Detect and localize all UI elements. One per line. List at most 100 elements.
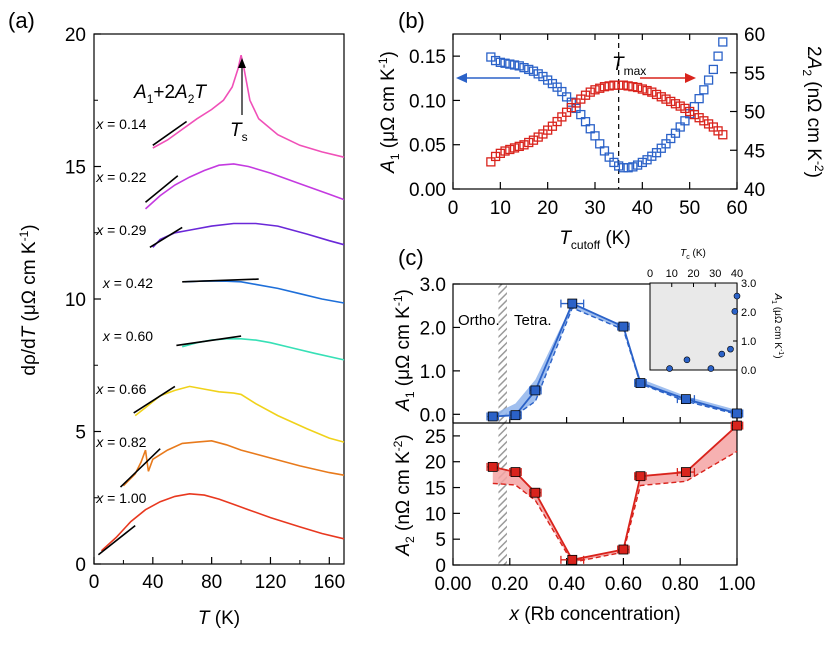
marker-A1 (528, 66, 539, 76)
marker-2A2 (519, 140, 529, 150)
panel-b-ytick-left-label: 0.05 (409, 136, 446, 157)
marker-A1 (509, 60, 520, 70)
marker-A1 (599, 146, 610, 156)
marker-A1 (580, 117, 591, 127)
marker-A1 (557, 86, 567, 97)
marker-2A2 (500, 146, 510, 156)
marker-A1 (614, 161, 624, 171)
panel-a-ticks: 0 40 80 120 160 0 5 10 15 20 (65, 25, 345, 593)
marker-2A2 (524, 137, 534, 148)
marker-2A2 (666, 96, 676, 107)
inset-xtick-label: 0 (647, 268, 653, 280)
panel-a-ts-arrowhead (238, 58, 246, 68)
inset-marker (727, 345, 734, 353)
marker-A1 (708, 64, 718, 75)
a2-marker (680, 467, 691, 477)
a1-marker (618, 321, 629, 332)
marker-A1 (637, 157, 647, 168)
a2-dashed-line (492, 450, 738, 564)
a2-marker (635, 471, 646, 482)
panel-b-ytick-left-label: 0.00 (409, 180, 446, 201)
marker-A1 (514, 61, 524, 71)
curve-1.00 (100, 492, 345, 552)
marker-A1 (490, 55, 501, 66)
inset-ytick-label: 2.0 (741, 307, 756, 319)
a2-marker (618, 544, 629, 555)
panel-c-xtick-label: 0.00 (435, 574, 472, 595)
marker-2A2 (661, 94, 671, 104)
marker-2A2 (614, 80, 624, 90)
inset-marker (733, 292, 741, 300)
panel-b: (b) 0 10 20 30 40 50 60 0.00 0.05 0.10 0.15 40 45 50 5… (376, 8, 826, 252)
marker-A1 (585, 124, 595, 134)
panel-c-xtick-label: 1.00 (719, 574, 756, 595)
marker-A1 (500, 58, 510, 68)
curve-0.42 (185, 280, 345, 304)
panel-a-ytick-label: 20 (65, 25, 86, 46)
panel-a-ytick-label: 10 (65, 290, 86, 311)
panel-c-bottom-ytick-label: 25 (425, 427, 446, 448)
panel-b-xtick-label: 20 (537, 198, 558, 219)
curve-0.22 (144, 163, 345, 210)
inset-marker (666, 365, 673, 372)
series-label: x = 0.82 (95, 434, 146, 450)
marker-A1 (694, 94, 704, 104)
a2-marker (487, 461, 498, 472)
marker-2A2 (528, 135, 539, 145)
fit-line (133, 385, 176, 414)
marker-2A2 (656, 92, 666, 102)
panel-b-xtick-label: 60 (726, 198, 747, 219)
marker-A1 (524, 64, 534, 75)
inset-chart: 0 10 20 30 40 0.0 1.0 2.0 3.0 Tc (K) A1 (μΩ cm K… (647, 248, 784, 377)
marker-2A2 (505, 144, 515, 155)
marker-2A2 (694, 113, 704, 123)
series-label: x = 0.66 (95, 381, 146, 397)
marker-2A2 (718, 130, 728, 140)
inset-frame (649, 282, 738, 371)
right-axis-arrowhead (685, 73, 696, 83)
inset-marker (731, 308, 739, 315)
a2-marker (510, 467, 521, 477)
a1-marker (510, 410, 521, 421)
panel-c-xlabel: x (Rb concentration) (508, 604, 680, 625)
curve-0.60 (181, 338, 345, 361)
marker-A1 (661, 139, 671, 149)
fit-line (152, 120, 188, 146)
panel-a-frame (93, 33, 345, 565)
panel-c-top-ytick-label: 2.0 (420, 318, 446, 339)
panel-c-top-ytick-label: 1.0 (420, 362, 446, 383)
inset-xtick-label: 40 (731, 268, 743, 280)
marker-2A2 (604, 81, 614, 91)
fit-line (119, 448, 161, 488)
marker-A1 (595, 139, 605, 149)
marker-2A2 (689, 109, 700, 120)
panel-b-xtick-label: 30 (584, 198, 605, 219)
panel-c-top-ytick-label: 0.0 (420, 405, 446, 426)
marker-2A2 (685, 106, 695, 117)
panel-b-ytick-left-label: 0.15 (409, 47, 446, 68)
panel-b-ylabel-left: A1 (μΩ cm K-1) (376, 51, 402, 174)
panel-c-bottom-ytick-label: 10 (425, 504, 446, 525)
marker-2A2 (547, 121, 558, 131)
inset-marker (683, 356, 691, 364)
marker-A1 (561, 92, 572, 102)
marker-A1 (519, 63, 529, 73)
inset-ylabel: A1 (μΩ cm K-1) (770, 292, 784, 358)
marker-2A2 (495, 148, 505, 159)
panel-c-xtick-label: 0.20 (491, 574, 528, 595)
series-label: x = 0.14 (95, 116, 146, 132)
marker-2A2 (680, 103, 690, 114)
left-axis-arrowhead (456, 73, 467, 83)
panel-a-xtick-label: 0 (89, 572, 100, 593)
marker-2A2 (632, 82, 643, 93)
marker-2A2 (514, 141, 524, 152)
a1-marker (680, 394, 691, 405)
series-label: x = 0.29 (95, 222, 146, 238)
marker-2A2 (486, 157, 496, 167)
panel-a: (a) 0 40 80 120 160 0 5 10 15 20 x = 1.00 x = 0.82… (8, 8, 345, 629)
marker-A1 (576, 109, 586, 120)
marker-2A2 (699, 116, 709, 126)
inset-ytick-label: 3.0 (741, 278, 756, 290)
panel-c-label: (c) (398, 245, 424, 270)
